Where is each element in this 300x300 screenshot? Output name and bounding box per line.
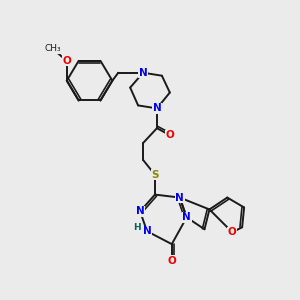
Text: N: N	[143, 226, 152, 236]
Text: H: H	[133, 223, 141, 232]
Text: N: N	[153, 103, 161, 113]
Text: N: N	[136, 206, 145, 216]
Text: S: S	[151, 170, 159, 180]
Text: N: N	[175, 193, 184, 202]
Text: O: O	[165, 130, 174, 140]
Text: CH₃: CH₃	[45, 44, 61, 53]
Text: O: O	[167, 256, 176, 266]
Text: N: N	[139, 68, 147, 78]
Text: O: O	[228, 227, 237, 237]
Text: O: O	[62, 56, 71, 66]
Text: N: N	[182, 212, 191, 222]
